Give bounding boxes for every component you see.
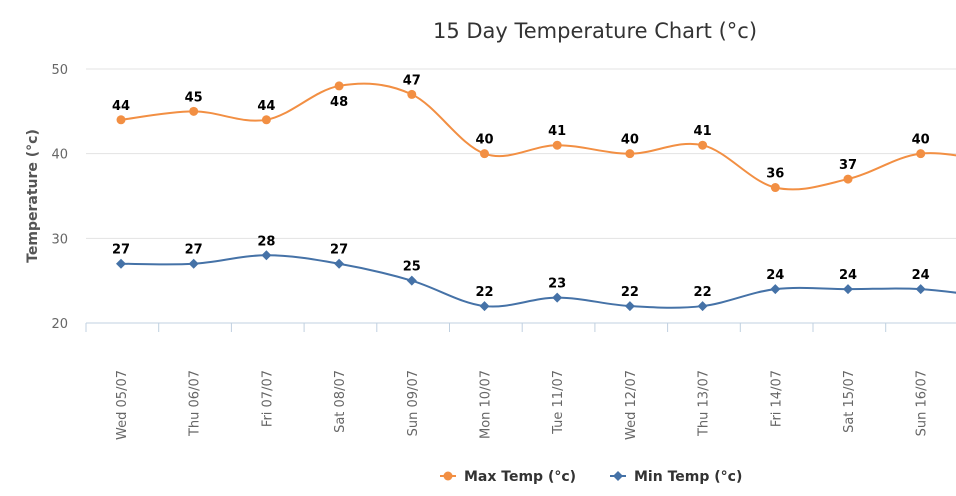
legend-label: Min Temp (°c) bbox=[634, 469, 742, 485]
data-point[interactable] bbox=[334, 81, 344, 91]
data-point[interactable] bbox=[261, 115, 271, 125]
x-tick-label: Sun 16/07 bbox=[915, 370, 930, 436]
data-point[interactable] bbox=[625, 149, 635, 159]
legend[interactable]: Max Temp (°c) Min Temp (°c) bbox=[440, 469, 742, 485]
data-label: 40 bbox=[912, 133, 930, 148]
x-tick-label: Fri 07/07 bbox=[260, 370, 275, 427]
y-tick-label: 20 bbox=[51, 317, 68, 332]
series-line bbox=[120, 254, 956, 309]
data-point[interactable] bbox=[552, 292, 563, 303]
data-point[interactable] bbox=[697, 301, 708, 312]
x-tick-label: Thu 13/07 bbox=[697, 370, 712, 437]
x-tick-label: Wed 12/07 bbox=[624, 370, 639, 440]
data-point[interactable] bbox=[624, 301, 635, 312]
data-label: 22 bbox=[621, 285, 639, 300]
data-label: 41 bbox=[548, 124, 566, 139]
x-tick-label: Fri 14/07 bbox=[769, 370, 784, 427]
data-label: 36 bbox=[766, 167, 784, 182]
x-tick-label: Sat 08/07 bbox=[333, 370, 348, 433]
data-label: 41 bbox=[694, 124, 712, 139]
series-group: 44 45 44 48 47 40 41 40 41 36 37 40 27 27 28 27 25 22 23 22… bbox=[112, 73, 956, 312]
grid-lines bbox=[86, 68, 956, 324]
legend-marker-diamond-icon bbox=[613, 471, 623, 481]
y-tick-label: 30 bbox=[51, 232, 68, 247]
x-tick-label: Tue 11/07 bbox=[551, 370, 566, 435]
data-point[interactable] bbox=[915, 284, 926, 295]
legend-marker-circle-icon bbox=[443, 471, 453, 481]
y-axis-title: Temperature (°c) bbox=[25, 129, 41, 263]
series-line bbox=[120, 82, 956, 191]
data-point[interactable] bbox=[116, 115, 126, 125]
data-point[interactable] bbox=[261, 250, 272, 261]
data-point[interactable] bbox=[406, 275, 417, 286]
data-label: 25 bbox=[403, 260, 421, 275]
data-point[interactable] bbox=[479, 301, 490, 312]
data-label: 23 bbox=[548, 277, 566, 292]
data-label: 24 bbox=[766, 268, 784, 283]
x-axis: Wed 05/07 Thu 06/07 Fri 07/07 Sat 08/07 Sun … bbox=[85, 322, 956, 440]
y-tick-label: 50 bbox=[51, 63, 68, 78]
x-tick-label: Sun 09/07 bbox=[406, 370, 421, 436]
data-point[interactable] bbox=[188, 258, 199, 269]
series-max-temp[interactable]: 44 45 44 48 47 40 41 40 41 36 37 40 bbox=[112, 73, 956, 193]
data-label: 27 bbox=[330, 243, 348, 258]
data-label: 27 bbox=[112, 243, 130, 258]
data-label: 22 bbox=[475, 285, 493, 300]
data-label: 44 bbox=[112, 99, 130, 114]
data-label: 28 bbox=[257, 234, 275, 249]
data-label: 24 bbox=[912, 268, 930, 283]
y-axis-ticks: 20 30 40 50 bbox=[51, 63, 68, 332]
legend-item-max-temp[interactable]: Max Temp (°c) bbox=[440, 469, 576, 485]
data-label: 47 bbox=[403, 73, 421, 88]
data-label: 40 bbox=[621, 133, 639, 148]
data-label: 44 bbox=[257, 99, 275, 114]
data-point[interactable] bbox=[407, 89, 417, 99]
data-label: 27 bbox=[185, 243, 203, 258]
data-label: 37 bbox=[839, 158, 857, 173]
x-tick-label: Thu 06/07 bbox=[188, 370, 203, 437]
data-point[interactable] bbox=[698, 140, 708, 150]
data-label: 22 bbox=[694, 285, 712, 300]
data-point[interactable] bbox=[116, 258, 126, 269]
legend-label: Max Temp (°c) bbox=[464, 469, 576, 485]
data-label: 45 bbox=[185, 90, 203, 105]
data-point[interactable] bbox=[770, 284, 781, 295]
data-point[interactable] bbox=[189, 106, 199, 116]
data-point[interactable] bbox=[916, 149, 926, 159]
series-min-temp[interactable]: 27 27 28 27 25 22 23 22 22 24 24 24 bbox=[112, 234, 956, 312]
y-tick-label: 40 bbox=[51, 148, 68, 163]
x-tick-label: Wed 05/07 bbox=[115, 370, 130, 440]
data-point[interactable] bbox=[552, 140, 562, 150]
data-point[interactable] bbox=[334, 258, 345, 269]
x-tick-label: Mon 10/07 bbox=[479, 370, 494, 439]
data-label: 48 bbox=[330, 95, 348, 110]
data-point[interactable] bbox=[843, 284, 853, 295]
legend-item-min-temp[interactable]: Min Temp (°c) bbox=[610, 469, 742, 485]
data-label: 40 bbox=[475, 133, 493, 148]
data-label: 24 bbox=[839, 268, 857, 283]
data-point[interactable] bbox=[843, 174, 853, 184]
data-point[interactable] bbox=[480, 149, 489, 159]
chart-title: 15 Day Temperature Chart (°c) bbox=[433, 19, 757, 43]
x-tick-label: Sat 15/07 bbox=[842, 370, 857, 433]
data-point[interactable] bbox=[770, 183, 780, 193]
